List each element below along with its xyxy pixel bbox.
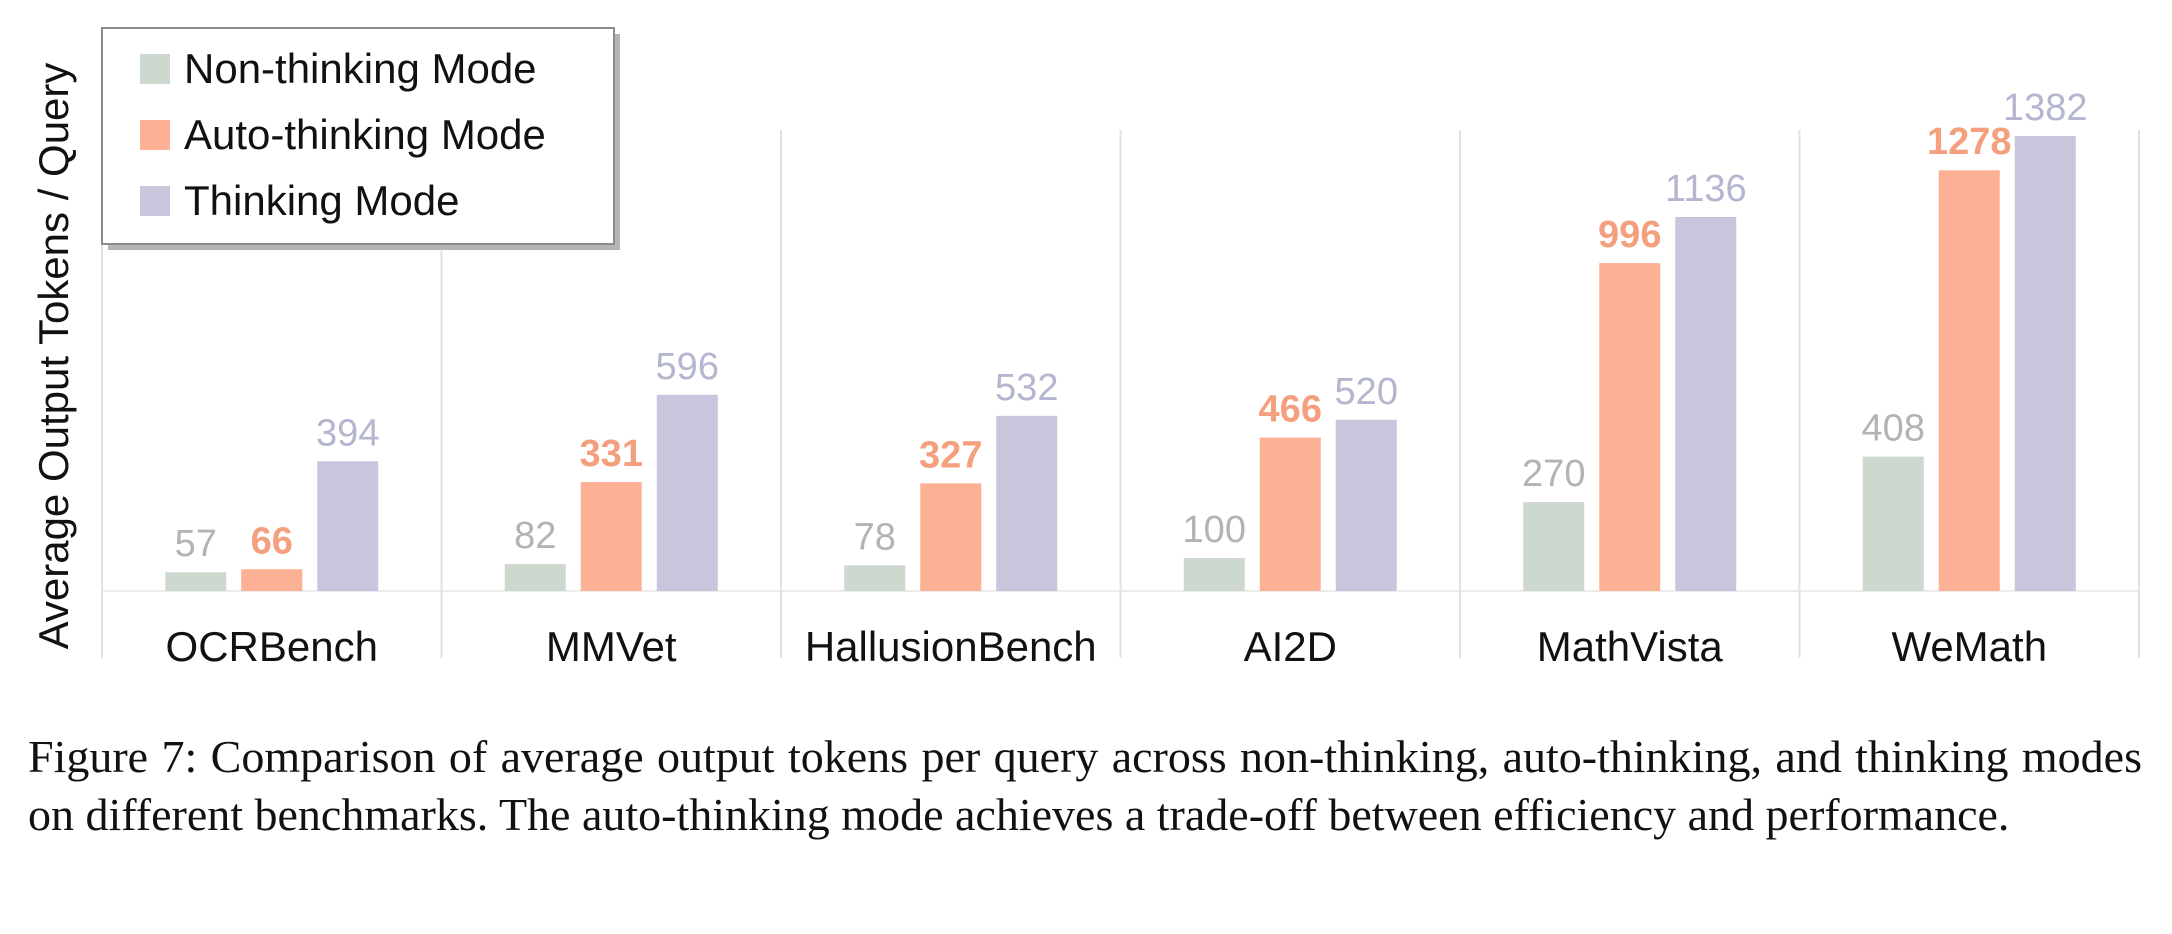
bar-chart: 57 66 394 82 331 596 78 327 532 100 466 520 270 996 11… xyxy=(30,27,2140,670)
bar-value-label: 466 xyxy=(1259,389,1322,431)
bar xyxy=(1675,216,1737,591)
bar-value-label: 78 xyxy=(854,516,896,558)
bar-value-label: 408 xyxy=(1862,408,1925,450)
bar xyxy=(504,564,566,591)
bar xyxy=(920,483,982,591)
bar xyxy=(580,482,642,591)
bar-value-label: 270 xyxy=(1522,453,1585,495)
legend-swatch xyxy=(140,54,170,84)
bar xyxy=(165,572,227,591)
legend-label: Non-thinking Mode xyxy=(184,45,537,92)
bar xyxy=(1938,170,2000,591)
x-tick-labels: OCRBench MMVet HallusionBench AI2D MathVista… xyxy=(166,623,2048,670)
bar-value-label: 66 xyxy=(251,520,293,562)
legend-swatch xyxy=(140,120,170,150)
bar-value-label: 327 xyxy=(919,434,982,476)
bar-value-label: 1278 xyxy=(1927,121,2012,163)
bar-value-label: 1382 xyxy=(2003,87,2088,129)
y-axis-label: Average Output Tokens / Query xyxy=(30,63,77,650)
bar-value-label: 82 xyxy=(514,515,556,557)
bar-value-label: 57 xyxy=(175,523,217,565)
legend-label: Auto-thinking Mode xyxy=(184,111,546,158)
bar-value-label: 532 xyxy=(995,367,1058,409)
bar-value-label: 100 xyxy=(1183,509,1246,551)
figure-caption: Figure 7: Comparison of average output t… xyxy=(28,731,2142,840)
legend-box xyxy=(101,27,615,245)
x-tick-label: HallusionBench xyxy=(805,623,1097,670)
bar xyxy=(241,569,303,591)
bar xyxy=(1862,456,1924,591)
data-labels: 57 66 394 82 331 596 78 327 532 100 466 520 270 99611… xyxy=(175,87,2088,565)
bar xyxy=(1599,263,1661,591)
legend-label: Thinking Mode xyxy=(184,177,459,224)
x-tick-label: AI2D xyxy=(1244,623,1337,670)
bar xyxy=(1335,419,1397,591)
bar xyxy=(996,415,1058,591)
bar-value-label: 1136 xyxy=(1665,168,1747,210)
bar-value-label: 331 xyxy=(580,433,643,475)
bar xyxy=(844,565,906,591)
x-tick-label: MathVista xyxy=(1537,623,1724,670)
x-tick-label: MMVet xyxy=(546,623,677,670)
bar-value-label: 520 xyxy=(1335,371,1398,413)
bar xyxy=(1183,558,1245,591)
legend-items: Non-thinking Mode Auto-thinking Mode Think… xyxy=(140,45,546,224)
bar-value-label: 394 xyxy=(316,412,379,454)
chart-canvas: 57 66 394 82 331 596 78 327 532 100 466 520 270 99611… xyxy=(30,27,2140,670)
bar xyxy=(317,461,379,591)
legend-swatch xyxy=(140,186,170,216)
bar xyxy=(656,394,718,591)
bars xyxy=(165,136,2076,591)
bar-value-label: 996 xyxy=(1598,214,1661,256)
bar xyxy=(2014,136,2076,591)
bar xyxy=(1523,502,1585,591)
x-tick-label: OCRBench xyxy=(166,623,378,670)
bar xyxy=(1259,437,1321,591)
bar-value-label: 596 xyxy=(656,346,719,388)
x-tick-label: WeMath xyxy=(1891,623,2047,670)
legend: Non-thinking Mode Auto-thinking Mode Think… xyxy=(101,27,620,250)
